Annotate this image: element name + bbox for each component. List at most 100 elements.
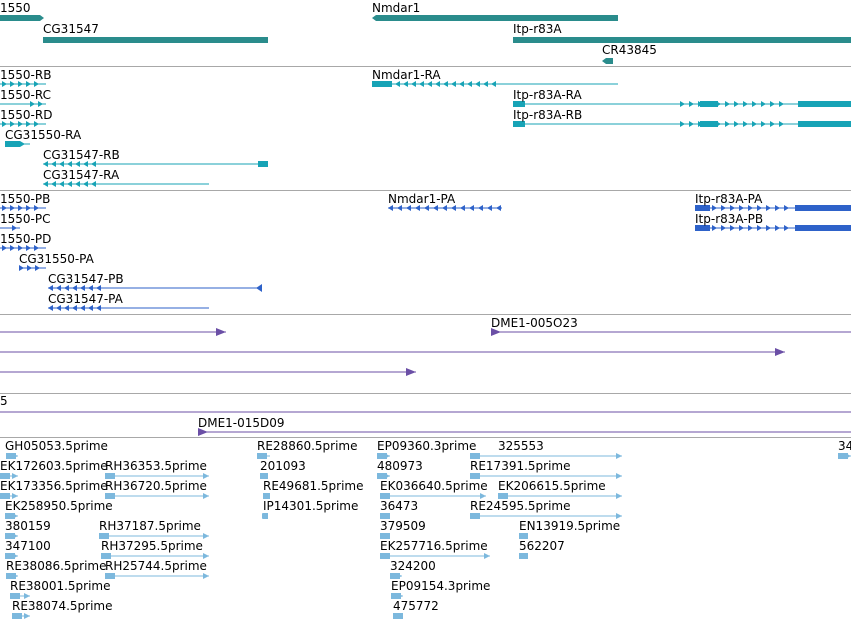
transcript-cg31547-ra-label: CG31547-RA — [43, 168, 120, 182]
cdna-line-5[interactable]: 5 — [0, 394, 851, 413]
protein-1550-pb[interactable]: 1550-PB — [0, 192, 50, 211]
transcript-itp-r83a-rb-label: Itp-r83A-RB — [513, 108, 582, 122]
protein-cg31550-pa[interactable]: CG31550-PA — [19, 252, 95, 271]
cdna-track: DME1-005O23 5 DME1-015D09 — [0, 316, 851, 436]
est-feature[interactable]: GH05053.5prime — [5, 439, 108, 459]
gene-1550[interactable]: 1550 — [0, 1, 44, 21]
est-feature[interactable]: EK206615.5prime — [498, 479, 622, 499]
cdna-line-3[interactable] — [0, 368, 416, 376]
est-feature[interactable]: EK257716.5prime — [380, 539, 490, 559]
est-feature[interactable]: EK173356.5prime — [0, 479, 108, 499]
est-feature[interactable]: RH36353.5prime — [105, 459, 209, 479]
transcript-track: 1550-RB 1550-RC 1550-RD CG31550-RA CG31547-R… — [0, 68, 851, 187]
protein-1550-pd-label: 1550-PD — [0, 232, 51, 246]
protein-1550-pd[interactable]: 1550-PD — [0, 232, 51, 251]
protein-nmdar1-pa-label: Nmdar1-PA — [388, 192, 456, 206]
cdna-dme1-015d09[interactable]: DME1-015D09 — [198, 416, 851, 436]
cdna-line-1[interactable] — [0, 328, 226, 336]
est-label: RE24595.5prime — [470, 499, 571, 513]
est-label: IP14301.5prime — [263, 499, 358, 513]
cdna-line-2[interactable] — [0, 348, 785, 356]
est-feature[interactable]: 201093 — [260, 459, 306, 479]
est-feature[interactable]: 379509 — [380, 519, 426, 539]
est-label: RE38086.5prime — [6, 559, 107, 573]
transcript-cg31547-ra[interactable]: CG31547-RA — [43, 168, 209, 187]
est-label: RH25744.5prime — [105, 559, 207, 573]
gene-nmdar1[interactable]: Nmdar1 — [372, 1, 618, 21]
transcript-1550-rb[interactable]: 1550-RB — [0, 68, 51, 87]
est-feature[interactable]: RE24595.5prime — [470, 499, 622, 519]
transcript-nmdar1-ra[interactable]: Nmdar1-RA — [372, 68, 618, 87]
est-feature[interactable]: 475772 — [393, 599, 439, 619]
est-feature[interactable]: 380159 — [5, 519, 51, 539]
est-feature[interactable]: RE38086.5prime — [6, 559, 107, 579]
transcript-itp-r83a-ra[interactable]: Itp-r83A-RA — [513, 88, 851, 107]
est-feature[interactable]: EN13919.5prime — [519, 519, 620, 539]
transcript-1550-rd-label: 1550-RD — [0, 108, 52, 122]
est-feature[interactable]: RE17391.5prime — [470, 459, 622, 479]
transcript-1550-rc-label: 1550-RC — [0, 88, 51, 102]
est-feature[interactable]: IP14301.5prime — [262, 499, 358, 519]
est-feature[interactable]: 325553 — [470, 439, 622, 459]
est-feature[interactable]: 480973 — [377, 459, 423, 479]
transcript-cg31547-rb[interactable]: CG31547-RB — [43, 148, 268, 167]
protein-cg31547-pa-label: CG31547-PA — [48, 292, 124, 306]
gene-itp-r83a[interactable]: Itp-r83A — [513, 22, 851, 43]
cdna-dme1-015d09-label: DME1-015D09 — [198, 416, 285, 430]
est-feature[interactable]: EP09154.3prime — [391, 579, 490, 599]
transcript-1550-rd[interactable]: 1550-RD — [0, 108, 52, 127]
gene-cr43845[interactable]: CR43845 — [602, 43, 657, 64]
est-feature[interactable]: RE49681.5prime — [263, 479, 364, 499]
est-feature[interactable]: 347100 — [5, 539, 51, 559]
est-label: RE17391.5prime — [470, 459, 571, 473]
est-label: 36473 — [380, 499, 418, 513]
protein-cg31547-pb[interactable]: CG31547-PB — [48, 272, 262, 292]
cdna-dme1-005o23[interactable]: DME1-005O23 — [491, 316, 851, 336]
protein-track: 1550-PB 1550-PC 1550-PD CG31550-PA CG31547-P… — [0, 192, 851, 311]
est-feature[interactable]: RE38001.5prime — [10, 579, 111, 599]
est-label: RH36353.5prime — [105, 459, 207, 473]
protein-1550-pc[interactable]: 1550-PC — [0, 212, 50, 231]
est-feature[interactable]: EK172603.5prime — [0, 459, 108, 479]
est-feature[interactable]: 34 — [838, 439, 851, 459]
transcript-nmdar1-ra-label: Nmdar1-RA — [372, 68, 441, 82]
protein-itp-r83a-pa[interactable]: Itp-r83A-PA — [695, 192, 851, 211]
est-feature[interactable]: RH37295.5prime — [101, 539, 209, 559]
transcript-itp-r83a-rb[interactable]: Itp-r83A-RB — [513, 108, 851, 127]
est-feature[interactable]: 562207 — [519, 539, 565, 559]
est-feature[interactable]: RH36720.5prime — [105, 479, 209, 499]
cdna-line-5-label: 5 — [0, 394, 8, 408]
gene-track: 1550 CG31547 Nmdar1 Itp-r83A CR43845 — [0, 1, 851, 64]
transcript-cg31550-ra[interactable]: CG31550-RA — [5, 128, 82, 147]
est-label: RE38074.5prime — [12, 599, 113, 613]
est-label: EK036640.5prime — [380, 479, 488, 493]
est-label: RH37295.5prime — [101, 539, 203, 553]
est-feature[interactable]: EK036640.5prime — [380, 479, 488, 499]
est-label: 347100 — [5, 539, 51, 553]
gene-nmdar1-label: Nmdar1 — [372, 1, 420, 15]
transcript-1550-rc[interactable]: 1550-RC — [0, 88, 51, 107]
protein-itp-r83a-pb[interactable]: Itp-r83A-PB — [695, 212, 851, 231]
est-label: RH37187.5prime — [99, 519, 201, 533]
est-feature[interactable]: 324200 — [390, 559, 436, 579]
transcript-cg31550-ra-label: CG31550-RA — [5, 128, 82, 142]
est-feature[interactable]: EP09360.3prime — [377, 439, 476, 459]
protein-nmdar1-pa[interactable]: Nmdar1-PA — [388, 192, 502, 211]
protein-cg31547-pa[interactable]: CG31547-PA — [48, 292, 209, 311]
est-label: RE38001.5prime — [10, 579, 111, 593]
transcript-itp-r83a-ra-label: Itp-r83A-RA — [513, 88, 583, 102]
est-label: EP09360.3prime — [377, 439, 476, 453]
est-feature[interactable]: EK258950.5prime — [5, 499, 113, 519]
est-label: 201093 — [260, 459, 306, 473]
est-feature[interactable]: RE38074.5prime — [12, 599, 113, 619]
est-label: EK172603.5prime — [0, 459, 108, 473]
est-feature[interactable]: RE28860.5prime — [257, 439, 358, 459]
protein-cg31547-pb-label: CG31547-PB — [48, 272, 124, 286]
est-feature[interactable]: RH25744.5prime — [105, 559, 209, 579]
est-feature[interactable]: RH37187.5prime — [99, 519, 209, 539]
est-label: GH05053.5prime — [5, 439, 108, 453]
gene-cg31547[interactable]: CG31547 — [43, 22, 268, 43]
est-label: 562207 — [519, 539, 565, 553]
est-label: RE28860.5prime — [257, 439, 358, 453]
est-feature[interactable]: 36473 — [380, 499, 418, 519]
